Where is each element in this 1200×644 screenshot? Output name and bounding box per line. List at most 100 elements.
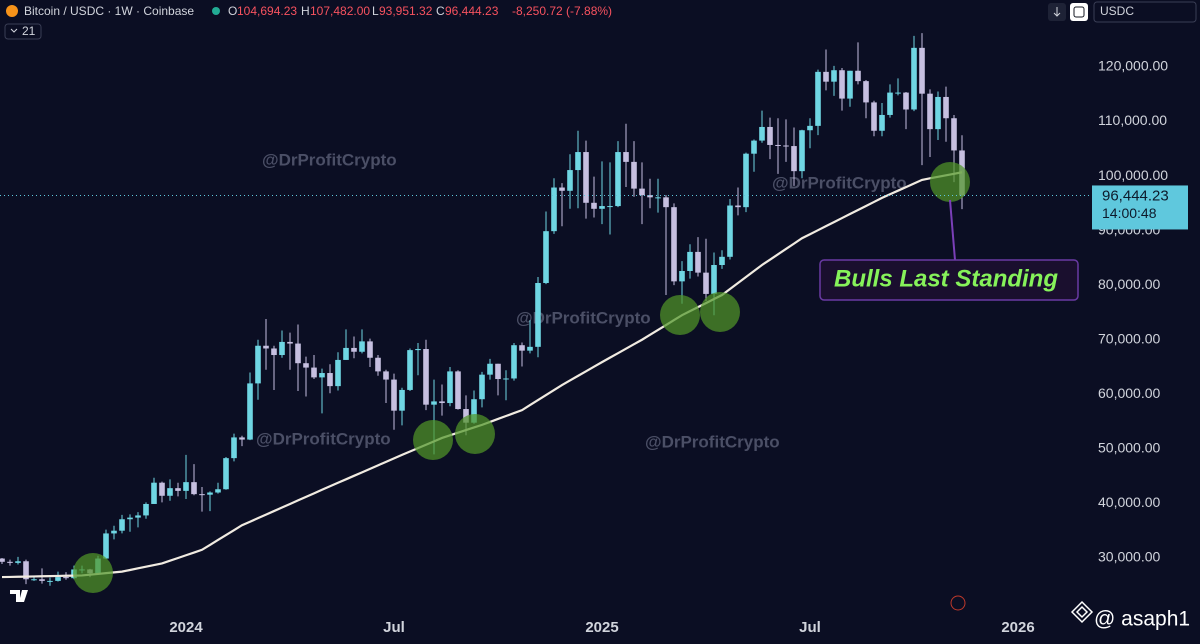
candle-body	[175, 488, 181, 491]
status-dot	[212, 7, 220, 15]
candle-body	[535, 283, 541, 347]
tradingview-logo	[10, 590, 28, 602]
candle-body	[407, 350, 413, 390]
symbol-title: Bitcoin / USDC · 1W · Coinbase	[24, 4, 194, 18]
candle-body	[567, 170, 573, 191]
candle-body	[127, 517, 133, 520]
candle-body	[815, 71, 821, 126]
change: -8,250.72 (-7.88%)	[512, 4, 612, 18]
candle-body	[927, 93, 933, 130]
candle-body	[631, 161, 637, 189]
candle-body	[311, 367, 317, 378]
x-tick-label: Jul	[799, 619, 821, 636]
credit-logo	[1070, 600, 1094, 624]
candle-body	[135, 515, 141, 518]
snapshot-button[interactable]	[1070, 3, 1088, 21]
candle-body	[239, 437, 245, 440]
last-price-box	[1092, 185, 1188, 230]
candle-body	[495, 363, 501, 380]
candle-body	[111, 530, 117, 534]
last-price-label: 96,444.23	[1102, 187, 1169, 204]
candle-body	[0, 558, 5, 562]
candle-body	[703, 272, 709, 294]
candle-body	[223, 458, 229, 490]
candle-body	[943, 96, 949, 119]
ohlc-key: O	[228, 4, 237, 18]
snapshot-icon	[1073, 6, 1085, 18]
candle-body	[863, 81, 869, 103]
y-tick-label: 100,000.00	[1098, 167, 1168, 183]
candle-body	[799, 130, 805, 172]
candle-body	[839, 70, 845, 99]
ohlc-value: 96,444.23	[445, 4, 499, 18]
candle-body	[695, 251, 701, 273]
candle-body	[735, 205, 741, 208]
candle-body	[559, 187, 565, 191]
candle-body	[679, 270, 685, 282]
candle-body	[159, 482, 165, 496]
candle-body	[671, 207, 677, 282]
candle-body	[151, 482, 157, 504]
candle-body	[855, 70, 861, 82]
candle-body	[55, 577, 61, 581]
alert-icon	[950, 595, 966, 611]
candle-body	[63, 577, 69, 579]
candle-body	[375, 357, 381, 372]
y-tick-label: 70,000.00	[1098, 330, 1160, 346]
candle-body	[687, 251, 693, 271]
candle-body	[919, 47, 925, 94]
candle-body	[231, 437, 237, 459]
candle-body	[935, 96, 941, 130]
candle-body	[711, 264, 717, 294]
plot-area	[0, 33, 965, 586]
highlight-circle	[930, 162, 970, 202]
candle-body	[751, 140, 757, 154]
candle-body	[167, 488, 173, 496]
candle-body	[343, 347, 349, 360]
candle-body	[663, 197, 669, 208]
candle-body	[103, 533, 109, 559]
candle-body	[911, 47, 917, 110]
candle-body	[599, 206, 605, 209]
annotation-text: Bulls Last Standing	[834, 265, 1058, 292]
candle-body	[279, 341, 285, 356]
x-tick-label: 2024	[169, 619, 203, 636]
candle-body	[47, 580, 53, 582]
candle-body	[759, 126, 765, 141]
candle-body	[583, 152, 589, 203]
candle-body	[607, 206, 613, 208]
candle-body	[551, 187, 557, 232]
candle-body	[463, 409, 469, 423]
candle-body	[263, 345, 269, 349]
annotation-box	[819, 259, 1079, 301]
candle-body	[639, 188, 645, 196]
indicator-toggle[interactable]	[4, 23, 42, 40]
ohlc-value: 93,951.32	[379, 4, 433, 18]
candle-body	[455, 371, 461, 410]
candle-body	[623, 152, 629, 162]
candle-body	[439, 401, 445, 404]
candle-body	[487, 363, 493, 375]
candle-body	[23, 561, 29, 580]
highlights	[73, 162, 970, 593]
candle-body	[447, 371, 453, 404]
candle-body	[871, 102, 877, 131]
candle-body	[303, 363, 309, 368]
candle-body	[511, 345, 517, 379]
candle-body	[335, 359, 341, 387]
candle-body	[783, 145, 789, 147]
watermark: @DrProfitCrypto	[645, 432, 780, 451]
candle-body	[847, 70, 853, 99]
candle-body	[591, 202, 597, 209]
currency-select[interactable]	[1093, 1, 1197, 23]
indicator-label: 21	[22, 24, 36, 38]
watermark: @DrProfitCrypto	[516, 308, 651, 327]
candle-body	[895, 92, 901, 94]
candle-body	[415, 349, 421, 351]
ohlc-key: H	[301, 4, 310, 18]
candle-body	[391, 379, 397, 411]
candle-body	[183, 482, 189, 491]
candle-body	[119, 519, 125, 531]
candle-body	[215, 489, 221, 493]
